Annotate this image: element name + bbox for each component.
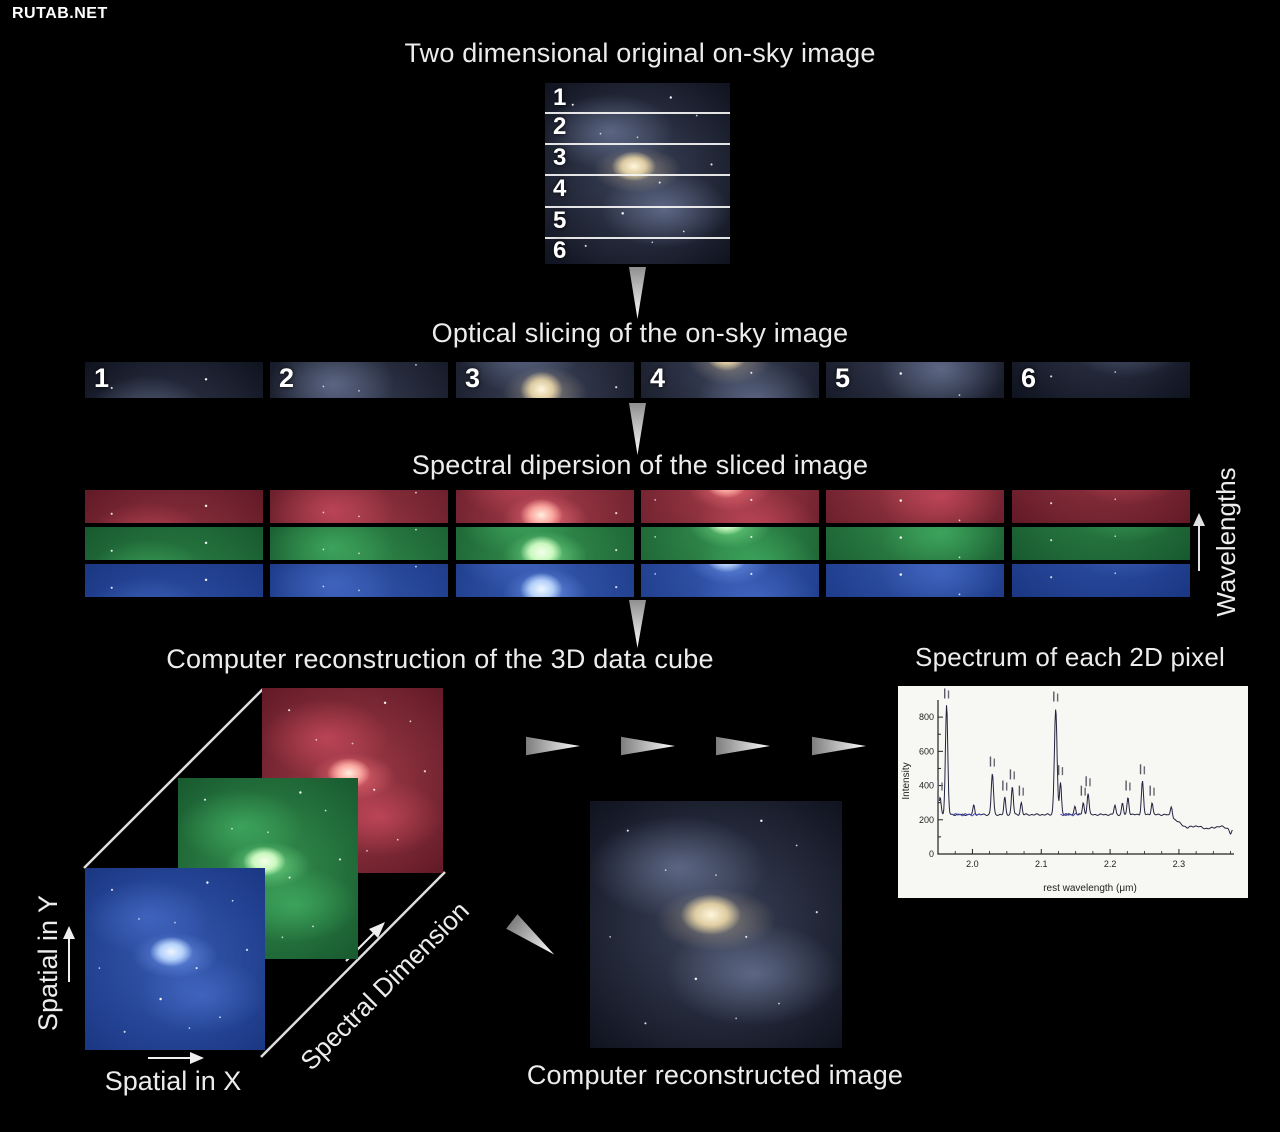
title-spectrum: Spectrum of each 2D pixel bbox=[915, 642, 1225, 672]
slice-number: 4 bbox=[553, 175, 567, 202]
spectrum-axes-and-curve: 0 200 400 600 800 2.0 2.1 2.2 2.3 bbox=[919, 688, 1234, 869]
spectrum-ylabel: Intensity bbox=[901, 762, 912, 799]
green-band-strip bbox=[456, 527, 634, 560]
svg-text:600: 600 bbox=[919, 746, 934, 756]
spectrum-plot-background bbox=[898, 686, 1248, 898]
blue-band-strip bbox=[456, 564, 634, 597]
green-band-strip bbox=[1012, 527, 1190, 560]
optical-slice-strip: 5 bbox=[826, 362, 1004, 398]
reconstructed-galaxy-image bbox=[590, 801, 842, 1048]
wavelengths-arrow-icon bbox=[1193, 513, 1205, 571]
slice-number: 2 bbox=[553, 113, 567, 140]
onsky-galaxy-image: 1 2 3 4 5 6 bbox=[545, 83, 730, 264]
slice-number: 4 bbox=[650, 363, 666, 393]
slice-divider-line bbox=[545, 143, 730, 145]
data-cube: Spectral Dimension bbox=[60, 680, 490, 1100]
optical-slice-strip: 4 bbox=[641, 362, 819, 398]
svg-text:2.0: 2.0 bbox=[966, 859, 979, 869]
svg-text:0: 0 bbox=[929, 849, 934, 859]
arrow-right-icon bbox=[526, 736, 580, 756]
red-band-strip bbox=[826, 490, 1004, 523]
optical-slice-strip: 1 bbox=[85, 362, 263, 398]
red-band-strip bbox=[85, 490, 263, 523]
svg-text:400: 400 bbox=[919, 781, 934, 791]
slice-divider-line bbox=[545, 237, 730, 239]
watermark: RUTAB.NET bbox=[12, 5, 108, 22]
slice-number: 5 bbox=[835, 363, 851, 393]
slice-number: 5 bbox=[553, 207, 567, 234]
slice-number: 3 bbox=[553, 144, 567, 171]
spatial-x-arrow-icon bbox=[148, 1052, 204, 1064]
arrow-down-icon bbox=[629, 600, 646, 648]
arrow-right-icon bbox=[812, 736, 866, 756]
arrow-right-icon bbox=[716, 736, 770, 756]
cube-blue-plane bbox=[85, 868, 265, 1050]
red-band-strip bbox=[270, 490, 448, 523]
slice-number: 1 bbox=[553, 84, 567, 111]
slice-number: 1 bbox=[94, 363, 110, 393]
green-band-strip bbox=[270, 527, 448, 560]
slice-number: 6 bbox=[1021, 363, 1037, 393]
slice-divider-line bbox=[545, 206, 730, 208]
wavelengths-axis-label: Wavelengths bbox=[1211, 467, 1241, 617]
title-onsky: Two dimensional original on-sky image bbox=[404, 38, 876, 68]
red-band-strip bbox=[1012, 490, 1190, 523]
spectrum-plot: 0 200 400 600 800 2.0 2.1 2.2 2.3 rest wavelengt… bbox=[898, 686, 1248, 898]
spatial-x-axis-label: Spatial in X bbox=[104, 1066, 242, 1096]
blue-band-strip bbox=[85, 564, 263, 597]
svg-text:200: 200 bbox=[919, 815, 934, 825]
spectrum-xlabel: rest wavelength (μm) bbox=[1043, 883, 1137, 894]
optical-slice-strip: 3 bbox=[456, 362, 634, 398]
title-spectral-dispersion: Spectral dipersion of the sliced image bbox=[411, 450, 869, 480]
blue-band-strip bbox=[270, 564, 448, 597]
blue-band-strip bbox=[826, 564, 1004, 597]
svg-text:2.1: 2.1 bbox=[1035, 859, 1048, 869]
spatial-y-arrow-icon bbox=[63, 926, 75, 982]
title-data-cube: Computer reconstruction of the 3D data c… bbox=[166, 644, 714, 674]
red-band-strip bbox=[456, 490, 634, 523]
blue-band-strip bbox=[641, 564, 819, 597]
green-band-strip bbox=[641, 527, 819, 560]
title-reconstructed: Computer reconstructed image bbox=[526, 1060, 904, 1090]
title-optical-slicing: Optical slicing of the on-sky image bbox=[431, 318, 849, 348]
red-band-strip bbox=[641, 490, 819, 523]
slice-number: 2 bbox=[279, 363, 295, 393]
optical-slice-strip: 6 bbox=[1012, 362, 1190, 398]
slice-divider-line bbox=[545, 112, 730, 114]
slice-divider-line bbox=[545, 174, 730, 176]
slice-number: 3 bbox=[465, 363, 481, 393]
arrow-down-icon bbox=[629, 267, 646, 319]
svg-text:800: 800 bbox=[919, 712, 934, 722]
arrow-right-icon bbox=[621, 736, 675, 756]
optical-slice-strip: 2 bbox=[270, 362, 448, 398]
svg-text:2.2: 2.2 bbox=[1104, 859, 1117, 869]
green-band-strip bbox=[826, 527, 1004, 560]
arrow-diagonal-icon bbox=[506, 913, 561, 962]
arrow-down-icon bbox=[629, 403, 646, 455]
spatial-y-axis-label: Spatial in Y bbox=[33, 894, 63, 1032]
green-band-strip bbox=[85, 527, 263, 560]
slice-number: 6 bbox=[553, 237, 567, 264]
svg-text:2.3: 2.3 bbox=[1173, 859, 1186, 869]
blue-band-strip bbox=[1012, 564, 1190, 597]
